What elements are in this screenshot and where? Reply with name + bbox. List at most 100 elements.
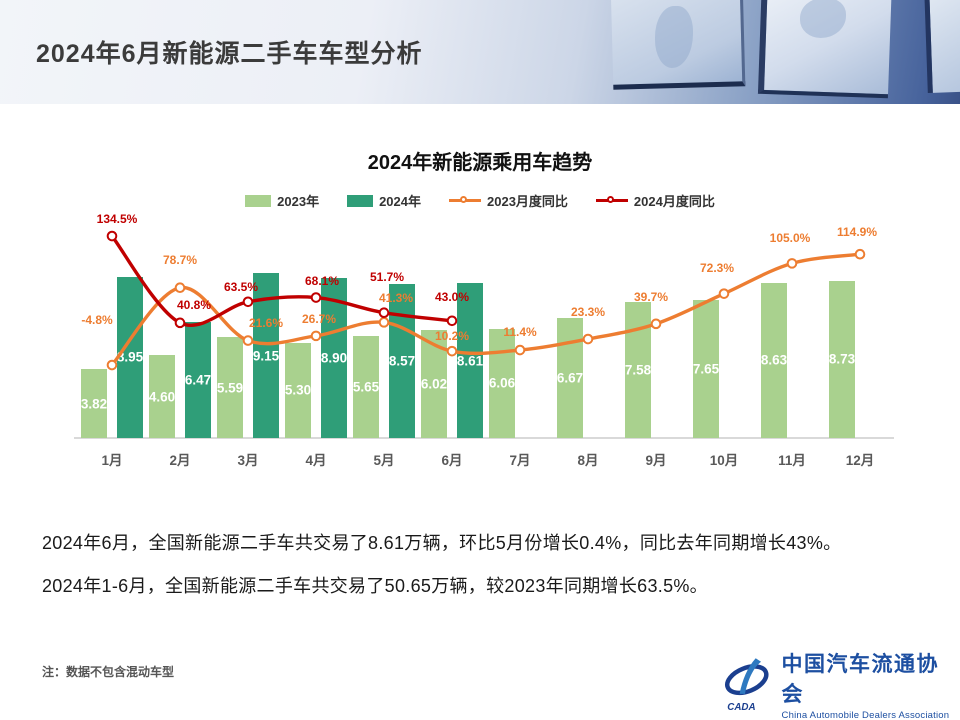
line-2023-yoy-marker — [854, 248, 866, 260]
yoy-2023-label-9月: 39.7% — [633, 289, 669, 304]
yoy-2024-label-2月: 40.8% — [176, 297, 212, 312]
x-axis-label-1月: 1月 — [101, 453, 123, 468]
bar-2023-2月 — [149, 355, 175, 438]
bar-2023-12月 — [829, 280, 855, 438]
bar-value-2023-8月: 6.67 — [556, 370, 584, 386]
summary-line-2: 2024年1-6月，全国新能源二手车共交易了50.65万辆，较2023年同期增长… — [42, 576, 708, 596]
yoy-2023-label-10月: 72.3% — [699, 260, 735, 275]
x-axis-label-8月: 8月 — [577, 453, 599, 468]
yoy-2023-label-12月: 114.9% — [836, 225, 878, 240]
line-2023-yoy-marker — [718, 288, 730, 299]
x-axis-label-12月: 12月 — [845, 453, 875, 468]
line-2024-yoy-marker — [446, 315, 458, 327]
bar-value-2024-3月: 9.15 — [252, 348, 280, 364]
footnote: 注：数据不包含混动车型 — [42, 665, 175, 679]
yoy-2023-label-7月: 11.4% — [503, 325, 537, 340]
bar-value-2023-1月: 3.82 — [80, 396, 108, 412]
bar-value-2024-4月: 8.90 — [320, 350, 348, 366]
yoy-2023-label-5月: 41.3% — [378, 291, 414, 306]
line-2024-yoy-marker — [106, 230, 118, 242]
bar-2023-4月 — [285, 342, 311, 438]
x-axis-label-7月: 7月 — [509, 453, 531, 468]
bar-2023-10月 — [693, 300, 719, 438]
x-axis-line — [74, 437, 894, 439]
yoy-2023-label-1月: -4.8% — [81, 313, 113, 328]
bar-2023-9月 — [625, 301, 651, 438]
x-axis-label-6月: 6月 — [441, 453, 463, 468]
line-2023-yoy — [110, 252, 861, 367]
yoy-2023-label-2月: 78.7% — [162, 252, 198, 267]
bar-2023-11月 — [761, 282, 787, 438]
legend-label: 2024月度同比 — [633, 194, 715, 209]
legend-item-3: 2024月度同比 — [595, 191, 715, 210]
legend-marker — [595, 195, 628, 206]
bar-2023-7月 — [489, 328, 515, 438]
line-2024-yoy-marker — [310, 292, 322, 303]
bar-value-2023-6月: 6.02 — [420, 376, 448, 392]
legend-label: 2023月度同比 — [487, 194, 568, 209]
line-2023-yoy-marker — [514, 344, 526, 356]
yoy-2024-label-3月: 63.5% — [223, 279, 259, 294]
yoy-2023-label-4月: 26.7% — [301, 311, 337, 326]
line-2024-yoy-marker — [242, 296, 254, 308]
logo-name-en: China Automobile Dealers Association — [781, 710, 950, 720]
header-banner: 2024年6月新能源二手车车型分析 — [0, 0, 960, 104]
bar-value-2023-5月: 5.65 — [352, 379, 380, 395]
bar-2024-1月 — [117, 276, 143, 438]
bar-value-2023-9月: 7.58 — [624, 362, 652, 378]
x-axis-label-11月: 11月 — [778, 453, 806, 468]
yoy-2023-label-3月: 21.6% — [248, 315, 284, 330]
bar-value-2024-6月: 8.61 — [456, 353, 484, 368]
legend-item-0: 2023年 — [245, 191, 319, 210]
legend-label: 2024年 — [379, 194, 421, 209]
legend-marker — [245, 194, 272, 207]
legend-label: 2023年 — [277, 194, 320, 209]
yoy-2023-label-11月: 105.0% — [769, 231, 811, 246]
summary-line-1: 2024年6月，全国新能源二手车共交易了8.61万辆，环比5月份增长0.4%，同… — [42, 533, 842, 553]
line-2023-yoy-marker — [378, 317, 390, 328]
yoy-2024-label-5月: 51.7% — [369, 269, 405, 284]
chart-legend: 2023年 2024年 2023月度同比 2024月度同比 — [0, 191, 960, 210]
x-axis-label-3月: 3月 — [237, 453, 259, 468]
line-2024-yoy-marker — [378, 307, 390, 319]
bar-2023-3月 — [217, 337, 243, 438]
line-2023-yoy-marker — [650, 318, 662, 330]
yoy-2024-label-1月: 134.5% — [96, 212, 138, 227]
chart-title: 2024年新能源乘用车趋势 — [367, 152, 593, 174]
line-2023-yoy-marker — [106, 359, 118, 371]
bar-value-2024-2月: 6.47 — [184, 372, 212, 388]
cada-logo-icon: CADA — [725, 657, 769, 712]
bar-2024-6月 — [457, 283, 483, 438]
legend-marker — [449, 195, 481, 206]
svg-text:CADA: CADA — [727, 701, 755, 712]
trend-lines — [106, 230, 866, 371]
line-2023-yoy-marker — [242, 335, 254, 346]
bar-value-2023-3月: 5.59 — [216, 380, 244, 396]
decorative-map-texture — [800, 0, 846, 38]
bar-value-2023-10月: 7.65 — [692, 361, 720, 377]
yoy-2023-label-8月: 23.3% — [570, 305, 606, 320]
bar-2024-4月 — [321, 277, 347, 438]
bar-value-2023-2月: 4.60 — [148, 389, 176, 405]
bar-value-2023-11月: 8.63 — [760, 352, 788, 368]
x-axis-label-9月: 9月 — [645, 453, 667, 468]
bar-2024-2月 — [185, 321, 211, 438]
yoy-2023-label-6月: 10.2% — [434, 329, 470, 344]
line-2024-yoy-marker — [174, 317, 186, 329]
bar-value-2023-7月: 6.06 — [488, 375, 516, 391]
x-axis-label-2月: 2月 — [169, 453, 191, 468]
x-axis-label-4月: 4月 — [305, 453, 327, 468]
yoy-2024-label-4月: 68.1% — [304, 273, 340, 288]
bar-2023-1月 — [81, 369, 107, 438]
logo-name-cn: 中国汽车流通协会 — [781, 653, 940, 706]
page-title: 2024年6月新能源二手车车型分析 — [36, 40, 423, 68]
bar-value-2024-5月: 8.57 — [388, 353, 416, 369]
line-2023-yoy-marker — [310, 330, 322, 342]
logo-text: 中国汽车流通协会 China Automobile Dealers Associ… — [782, 648, 960, 720]
bar-value-2024-1月: 8.95 — [116, 349, 144, 365]
bar-value-2023-12月: 8.73 — [828, 351, 856, 367]
decorative-map-texture — [655, 6, 693, 68]
legend-marker — [347, 194, 374, 207]
x-axis-label-10月: 10月 — [709, 453, 739, 468]
